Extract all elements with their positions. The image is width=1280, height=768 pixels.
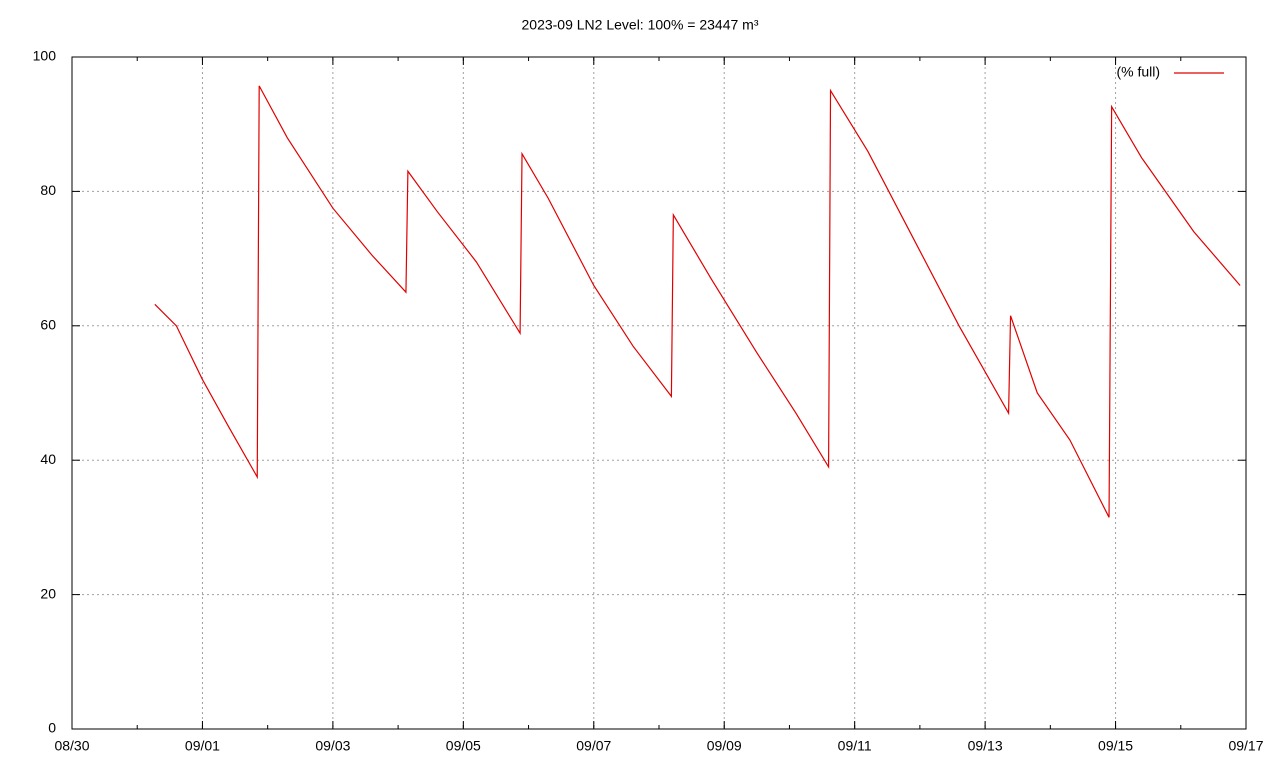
x-tick-label: 09/15 — [1098, 738, 1133, 754]
x-tick-label: 09/13 — [968, 738, 1003, 754]
x-tick-label: 09/11 — [838, 738, 872, 754]
y-tick-label: 100 — [33, 48, 57, 64]
x-tick-label: 08/30 — [54, 738, 89, 754]
legend-label: (% full) — [1116, 64, 1160, 80]
plot-border — [71, 56, 1247, 730]
y-tick-label: 60 — [40, 317, 56, 333]
chart-title: 2023-09 LN2 Level: 100% = 23447 m³ — [522, 17, 759, 33]
y-tick-label: 0 — [48, 720, 56, 736]
y-tick-label: 40 — [40, 451, 56, 467]
x-tick-label: 09/17 — [1228, 738, 1263, 754]
x-tick-label: 09/05 — [446, 738, 481, 754]
x-tick-label: 09/09 — [707, 738, 742, 754]
y-tick-label: 20 — [40, 585, 56, 601]
x-tick-label: 09/07 — [576, 738, 611, 754]
data-line — [154, 85, 1241, 518]
x-tick-label: 09/01 — [185, 738, 220, 754]
x-tick-label: 09/03 — [315, 738, 350, 754]
y-tick-label: 80 — [40, 182, 56, 198]
